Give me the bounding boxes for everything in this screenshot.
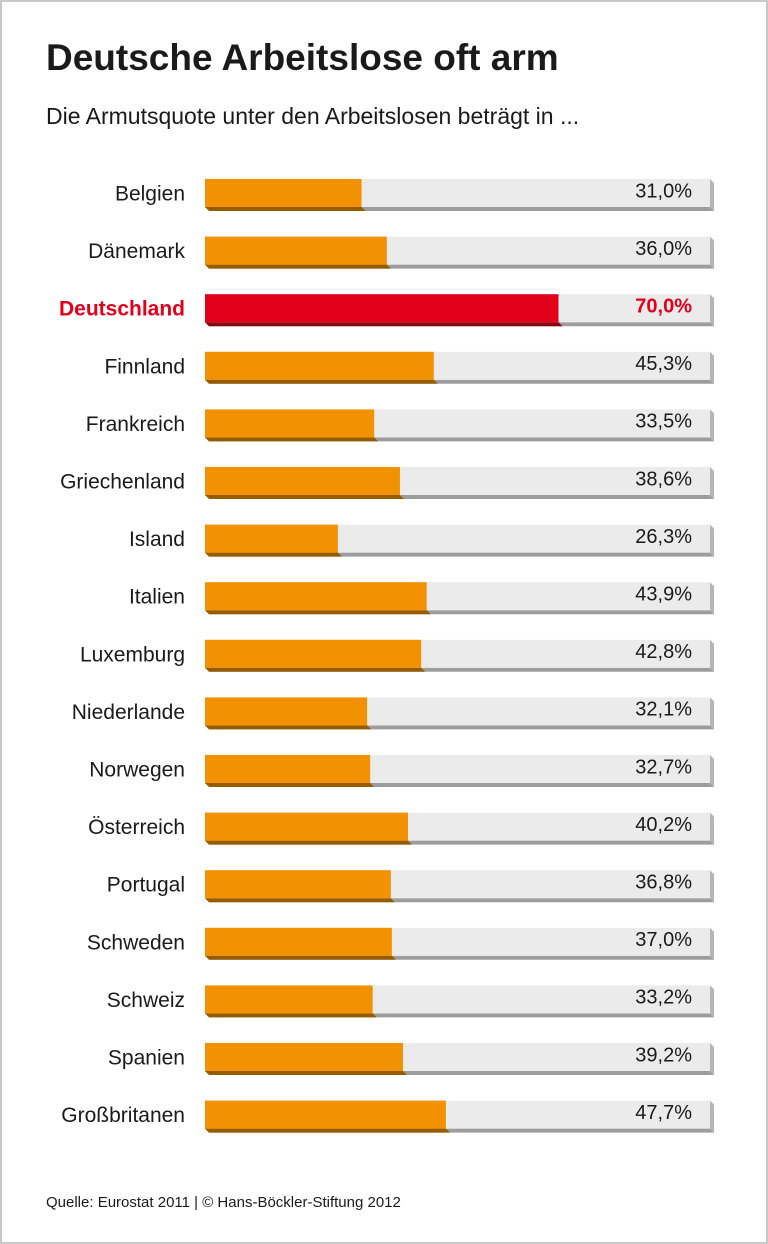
bar: [205, 755, 371, 783]
category-label: Portugal: [107, 874, 185, 897]
value-label: 31,0%: [635, 180, 692, 202]
bar-shadow: [205, 207, 366, 211]
category-label: Italien: [129, 586, 185, 609]
bar-shadow: [205, 725, 372, 730]
bar: [205, 1100, 446, 1129]
bar-shadow: [205, 1128, 450, 1133]
track-side: [710, 294, 714, 327]
value-label: 45,3%: [635, 353, 692, 375]
category-label: Schweden: [87, 931, 185, 954]
bar: [205, 812, 409, 841]
source: Quelle: Eurostat 2011 | © Hans-Böckler-S…: [46, 1194, 401, 1211]
track-side: [710, 179, 714, 211]
bar: [205, 1043, 403, 1071]
bar: [205, 294, 559, 323]
track-side: [710, 639, 714, 672]
chart-title: Deutsche Arbeitslose oft arm: [46, 37, 559, 78]
category-label: Island: [129, 528, 185, 551]
bar-shadow: [205, 379, 438, 384]
track-side: [710, 1043, 714, 1075]
track-side: [710, 582, 714, 615]
value-label: 38,6%: [635, 468, 692, 490]
bar-shadow: [205, 667, 426, 672]
bar: [205, 582, 427, 611]
track-side: [710, 985, 714, 1018]
bar-shadow: [205, 552, 342, 557]
category-label: Spanien: [108, 1047, 185, 1070]
bar-shadow: [205, 1013, 377, 1018]
value-label: 70,0%: [635, 295, 692, 317]
track-side: [710, 870, 714, 903]
track-side: [710, 927, 714, 960]
value-label: 42,8%: [635, 641, 692, 663]
category-label: Belgien: [115, 183, 185, 206]
value-label: 47,7%: [635, 1102, 692, 1124]
value-label: 36,0%: [635, 238, 692, 260]
value-label: 37,0%: [635, 929, 692, 951]
category-label: Frankreich: [86, 413, 185, 436]
value-label: 26,3%: [635, 526, 692, 548]
value-label: 33,2%: [635, 987, 692, 1009]
track-side: [710, 351, 714, 384]
bar-shadow: [205, 264, 391, 269]
category-label: Luxemburg: [80, 643, 185, 666]
category-label: Niederlande: [72, 701, 185, 724]
value-label: 40,2%: [635, 814, 692, 836]
category-label: Norwegen: [89, 759, 185, 782]
track-side: [710, 524, 714, 557]
value-label: 39,2%: [635, 1044, 692, 1066]
track-side: [710, 1100, 714, 1133]
bar-shadow: [205, 437, 379, 442]
bar: [205, 927, 392, 956]
track-side: [710, 812, 714, 845]
track-side: [710, 236, 714, 269]
chart-subtitle: Die Armutsquote unter den Arbeitslosen b…: [46, 103, 579, 129]
category-label: Schweiz: [107, 989, 185, 1012]
category-label: Finnland: [104, 355, 185, 378]
category-label: Österreich: [88, 816, 185, 839]
value-label: 36,8%: [635, 871, 692, 893]
bar: [205, 351, 434, 380]
bar: [205, 870, 391, 899]
bar-shadow: [205, 495, 404, 499]
track-side: [710, 697, 714, 730]
value-label: 33,5%: [635, 411, 692, 433]
bar-shadow: [205, 955, 396, 960]
track-side: [710, 467, 714, 499]
bar: [205, 639, 422, 668]
bar-shadow: [205, 898, 395, 903]
value-label: 32,1%: [635, 699, 692, 721]
track-side: [710, 409, 714, 442]
category-label: Großbritanen: [61, 1104, 185, 1127]
category-label: Deutschland: [59, 298, 185, 321]
bar: [205, 179, 362, 207]
category-label: Griechenland: [60, 471, 185, 494]
category-label: Dänemark: [88, 240, 185, 263]
bar: [205, 524, 338, 553]
value-label: 43,9%: [635, 583, 692, 605]
track-side: [710, 755, 714, 787]
bar-shadow: [205, 322, 563, 327]
bar-shadow: [205, 610, 431, 615]
bar: [205, 985, 373, 1014]
bar: [205, 697, 368, 726]
value-label: 32,7%: [635, 756, 692, 778]
bar-shadow: [205, 840, 413, 845]
bar: [205, 467, 400, 495]
bar-shadow: [205, 783, 375, 787]
bar: [205, 409, 375, 438]
bar: [205, 236, 387, 265]
bar-shadow: [205, 1071, 407, 1075]
